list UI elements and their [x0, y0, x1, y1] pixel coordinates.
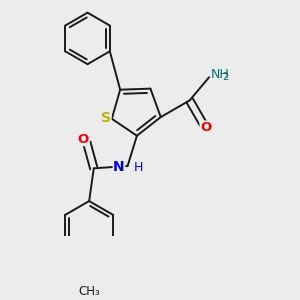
Text: NH: NH	[210, 68, 229, 81]
Text: S: S	[101, 111, 111, 124]
Text: CH₃: CH₃	[78, 285, 100, 298]
Text: O: O	[200, 121, 211, 134]
Text: O: O	[78, 133, 89, 146]
Text: H: H	[134, 161, 143, 174]
Text: N: N	[113, 160, 125, 174]
Text: 2: 2	[222, 71, 228, 82]
